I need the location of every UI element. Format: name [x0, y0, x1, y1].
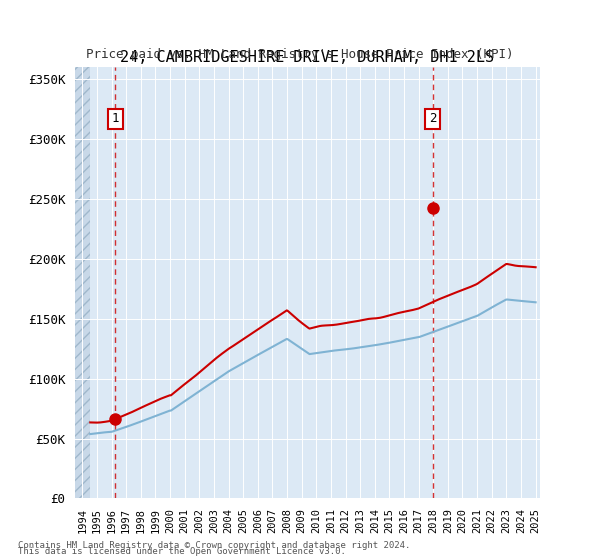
Text: 1: 1 — [112, 113, 119, 125]
Text: 2: 2 — [429, 113, 436, 125]
Text: This data is licensed under the Open Government Licence v3.0.: This data is licensed under the Open Gov… — [18, 548, 346, 557]
Text: Contains HM Land Registry data © Crown copyright and database right 2024.: Contains HM Land Registry data © Crown c… — [18, 541, 410, 550]
Bar — [75, 67, 89, 498]
Title: 24, CAMBRIDGESHIRE DRIVE, DURHAM, DH1 2LS: 24, CAMBRIDGESHIRE DRIVE, DURHAM, DH1 2L… — [121, 50, 494, 64]
Text: Price paid vs. HM Land Registry's House Price Index (HPI): Price paid vs. HM Land Registry's House … — [86, 48, 514, 60]
